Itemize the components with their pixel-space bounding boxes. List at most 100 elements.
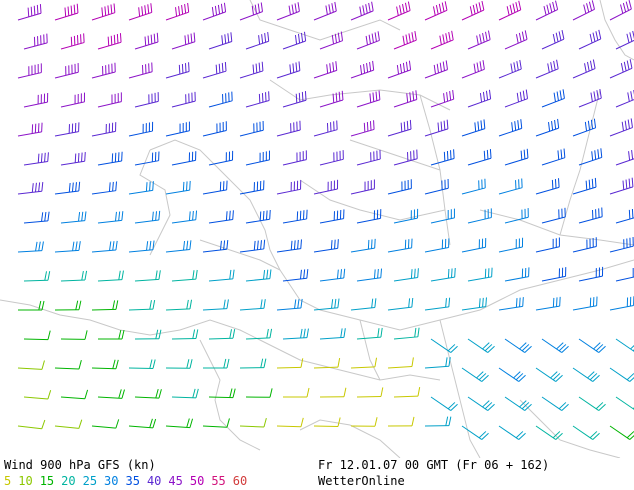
legend-value-45: 45 xyxy=(168,474,183,488)
run-info: Fr 12.01.07 00 GMT (Fr 06 + 162) xyxy=(318,458,550,472)
wind-barb-61 xyxy=(393,90,418,108)
wind-barb-208 xyxy=(165,359,193,369)
wind-barb-28 xyxy=(430,30,454,50)
wind-barb-232 xyxy=(430,396,458,411)
wind-barb-86 xyxy=(60,152,86,166)
wind-barb-214 xyxy=(387,357,414,369)
wind-barb-138 xyxy=(91,240,118,253)
wind-barb-247 xyxy=(350,417,378,427)
wind-barb-70 xyxy=(91,122,117,137)
wind-barb-240 xyxy=(91,419,120,429)
wind-barb-46 xyxy=(461,60,485,79)
wind-barb-74 xyxy=(239,121,264,137)
wind-barb-73 xyxy=(202,121,227,137)
map-footer: Wind 900 hPa GFS (kn) Fr 12.01.07 00 GMT… xyxy=(0,458,634,490)
wind-barb-216 xyxy=(461,367,489,382)
wind-barb-238 xyxy=(17,419,46,430)
wind-barb-56 xyxy=(208,91,233,108)
wind-barb-93 xyxy=(319,150,344,166)
wind-barb-59 xyxy=(319,90,344,108)
wind-barb-53 xyxy=(97,92,122,108)
legend-value-15: 15 xyxy=(39,474,55,488)
legend-value-35: 35 xyxy=(125,474,140,488)
wind-barb-194 xyxy=(282,328,309,340)
wind-barb-105 xyxy=(128,181,154,195)
wind-barb-81 xyxy=(498,119,523,137)
wind-barb-233 xyxy=(467,396,495,411)
wind-barb-146 xyxy=(387,238,413,253)
wind-barb-193 xyxy=(245,328,273,340)
wind-barb-197 xyxy=(393,327,420,340)
wind-barb-195 xyxy=(319,328,346,340)
wind-barb-248 xyxy=(387,416,415,427)
border-line-2 xyxy=(249,0,401,41)
wind-barb-34 xyxy=(17,63,42,79)
wind-barb-9 xyxy=(350,1,374,21)
wind-barb-161 xyxy=(319,268,346,282)
wind-barb-17 xyxy=(23,33,48,50)
wind-barb-107 xyxy=(202,180,228,195)
border-line-14 xyxy=(349,139,441,171)
wind-barb-206 xyxy=(91,359,119,370)
wind-barb-4 xyxy=(165,2,190,21)
wind-barb-55 xyxy=(171,91,196,108)
wind-barb-189 xyxy=(97,329,125,340)
wind-barb-192 xyxy=(208,329,236,340)
legend-value-40: 40 xyxy=(146,474,162,488)
wind-barb-89 xyxy=(171,151,197,166)
wind-barb-204 xyxy=(17,360,45,370)
wind-barb-215 xyxy=(424,357,451,369)
wind-barb-163 xyxy=(393,268,419,282)
wind-barb-10 xyxy=(387,1,411,21)
wind-barb-135 xyxy=(615,208,634,224)
wind-barb-82 xyxy=(535,118,560,137)
legend-value-30: 30 xyxy=(104,474,119,488)
wind-barb-43 xyxy=(350,60,375,79)
wind-barb-152 xyxy=(609,236,634,253)
wind-barb-250 xyxy=(461,425,489,440)
wind-barb-38 xyxy=(165,62,190,79)
wind-barb-69 xyxy=(54,122,80,137)
wind-barb-16 xyxy=(609,0,632,21)
legend-value-5: 5 xyxy=(4,474,12,488)
wind-barb-200 xyxy=(504,338,532,353)
wind-barb-31 xyxy=(541,30,565,50)
wind-barb-109 xyxy=(276,180,302,195)
map-title: Wind 900 hPa GFS (kn) xyxy=(4,458,156,472)
wind-barb-91 xyxy=(245,150,270,166)
wind-barb-242 xyxy=(165,418,194,429)
wind-barb-157 xyxy=(171,269,198,282)
wind-barb-110 xyxy=(313,179,339,195)
wind-barb-85 xyxy=(23,152,49,166)
wind-barb-167 xyxy=(541,267,567,282)
wind-barb-230 xyxy=(356,387,384,398)
legend-value-55: 55 xyxy=(211,474,226,488)
wind-barb-149 xyxy=(498,237,524,253)
wind-barb-97 xyxy=(467,149,492,166)
wind-barb-67 xyxy=(615,89,634,108)
wind-barb-254 xyxy=(609,425,634,440)
wind-barb-60 xyxy=(356,90,381,108)
wind-barb-182 xyxy=(461,297,487,311)
wind-barb-141 xyxy=(202,239,229,253)
wind-barb-169 xyxy=(615,267,634,282)
wind-barb-171 xyxy=(54,300,82,311)
wind-barb-140 xyxy=(165,240,192,253)
wind-barb-2 xyxy=(91,3,116,21)
wind-barb-207 xyxy=(128,359,156,370)
wind-barb-102 xyxy=(17,182,44,195)
wind-barb-205 xyxy=(54,360,82,370)
wind-barb-148 xyxy=(461,238,487,253)
wind-barb-243 xyxy=(202,418,230,428)
wind-barb-11 xyxy=(424,1,448,21)
wind-barb-14 xyxy=(535,0,559,21)
wind-barb-12 xyxy=(461,0,485,21)
border-line-17 xyxy=(0,299,181,336)
legend-value-10: 10 xyxy=(18,474,33,488)
wind-barb-176 xyxy=(239,299,266,311)
wind-barb-220 xyxy=(609,367,634,382)
wind-barb-170 xyxy=(17,300,45,311)
wind-barb-44 xyxy=(387,60,412,79)
wind-barb-94 xyxy=(356,149,381,166)
wind-barb-133 xyxy=(541,207,566,224)
